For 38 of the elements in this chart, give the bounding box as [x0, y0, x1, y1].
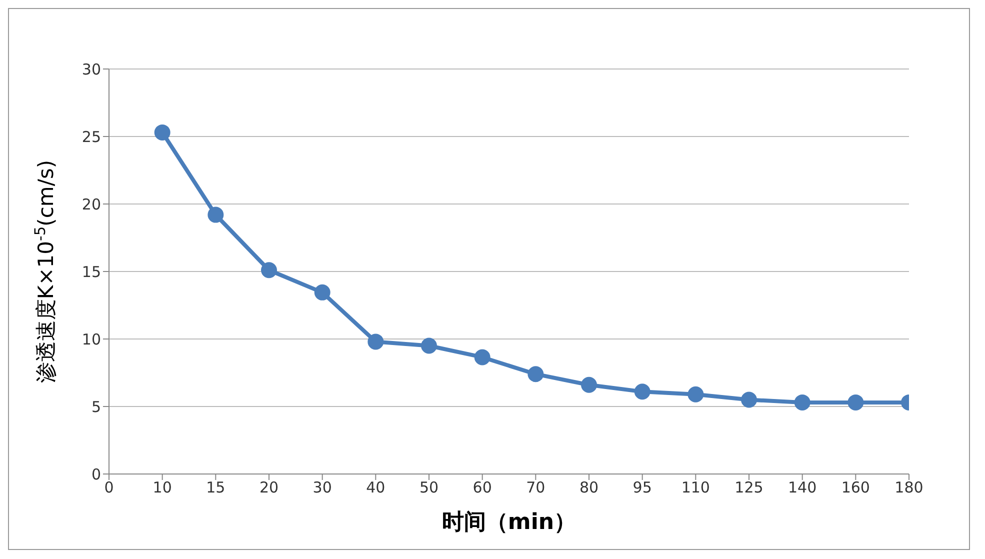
point — [634, 384, 650, 400]
x-tick-label: 30 — [312, 478, 332, 497]
x-tick-label: 95 — [632, 478, 652, 497]
x-tick-label: 20 — [259, 478, 279, 497]
point — [314, 284, 330, 300]
x-tick-label: 15 — [206, 478, 226, 497]
x-axis-title: 时间（min） — [442, 510, 576, 535]
x-tick-label: 50 — [419, 478, 439, 497]
x-tick-label: 110 — [681, 478, 710, 497]
point — [421, 338, 437, 354]
x-tick-label: 60 — [472, 478, 492, 497]
y-tick-label: 0 — [91, 465, 101, 484]
point — [741, 392, 757, 408]
x-tick-label: 70 — [526, 478, 546, 497]
point — [848, 394, 864, 410]
x-tick-label: 180 — [894, 478, 924, 497]
point — [581, 376, 597, 393]
x-tick-label: 125 — [734, 478, 764, 497]
point — [794, 394, 810, 410]
x-tick-label: 40 — [366, 478, 386, 497]
x-tick-label: 10 — [152, 478, 172, 497]
point — [154, 124, 170, 140]
point — [474, 349, 490, 366]
x-tick-label: 160 — [841, 478, 870, 497]
y-tick-label: 30 — [82, 60, 101, 78]
point — [261, 262, 277, 278]
y-tick-label: 20 — [82, 195, 101, 214]
point — [368, 334, 384, 350]
y-tick-label: 10 — [82, 330, 101, 348]
y-tick-label: 5 — [91, 398, 101, 416]
point — [528, 366, 544, 382]
x-tick-label: 80 — [579, 478, 599, 497]
y-tick-label: 15 — [82, 262, 101, 281]
point — [208, 206, 224, 223]
x-tick-label: 140 — [788, 478, 817, 497]
point — [688, 386, 704, 402]
x-tick-label: 0 — [104, 478, 114, 497]
y-tick-label: 25 — [82, 128, 101, 146]
